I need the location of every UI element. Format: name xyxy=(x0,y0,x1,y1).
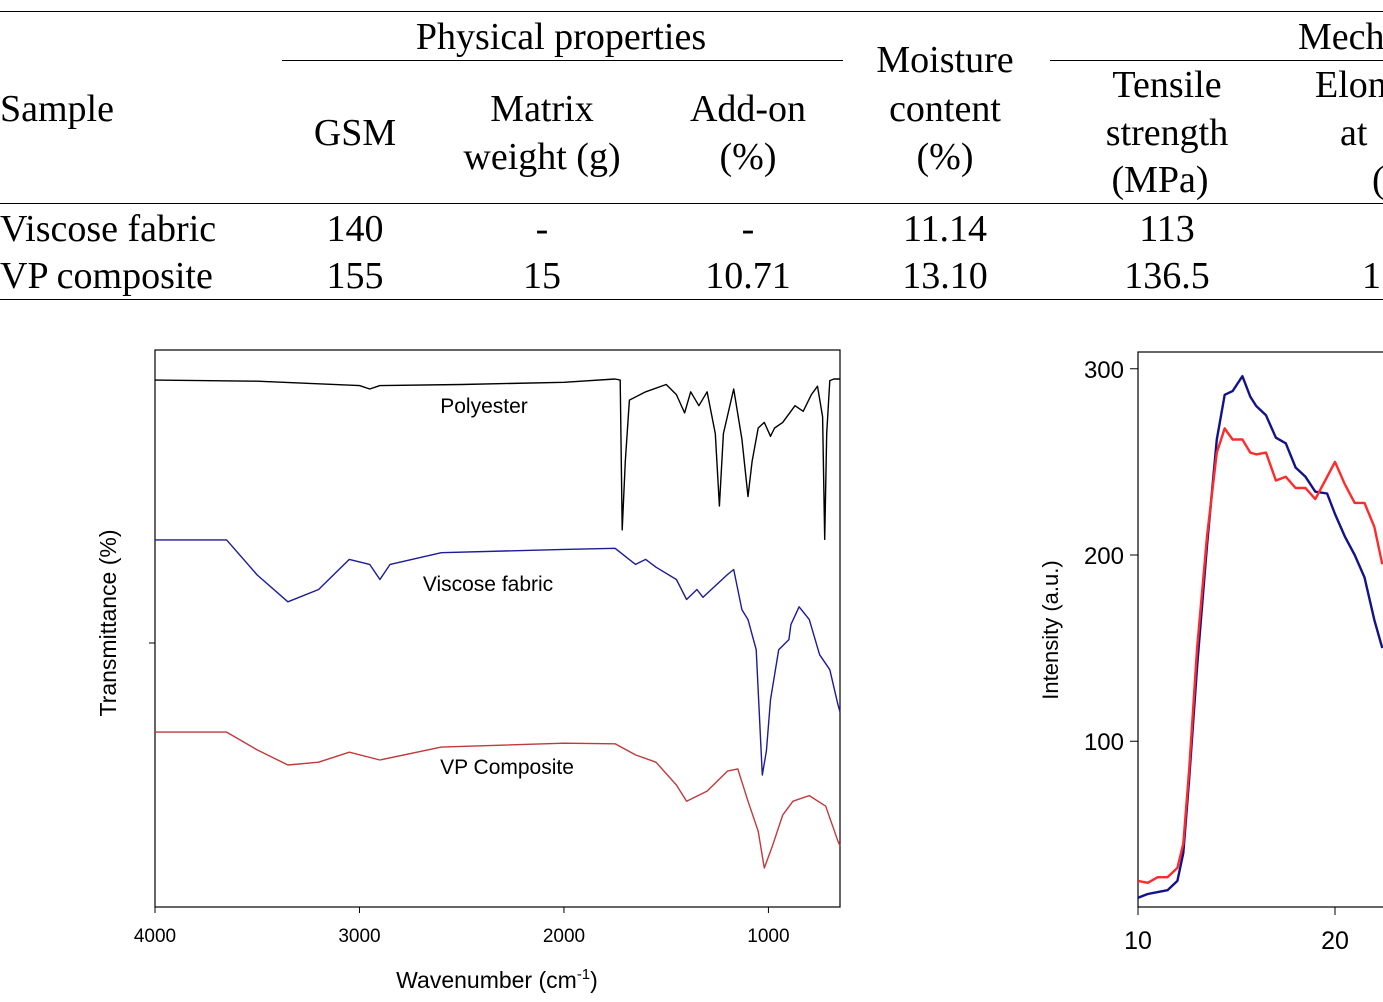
cell-matrix-weight: - xyxy=(535,208,549,250)
cell-tensile: 113 xyxy=(1139,208,1195,250)
header-add-on-2: (%) xyxy=(719,136,777,178)
header-elongation-1: Elon xyxy=(1315,64,1383,106)
ftir-x-label-main: Wavenumber (cm xyxy=(396,967,577,993)
ftir-x-label-end: ) xyxy=(590,967,598,993)
xrd-chart: 10 20 100 200 300 Intensity (a.u.) xyxy=(1038,351,1383,955)
header-moisture-3: (%) xyxy=(916,136,974,178)
ftir-x-tick-label: 4000 xyxy=(134,926,176,947)
ftir-series-polyester xyxy=(154,378,840,541)
header-elongation-3: ( xyxy=(1372,157,1383,203)
cell-sample: VP composite xyxy=(0,255,213,297)
ftir-x-tick-label: 3000 xyxy=(338,926,380,947)
xrd-y-tick-label: 300 xyxy=(1084,357,1124,384)
cell-matrix-weight: 15 xyxy=(523,255,561,297)
header-sample: Sample xyxy=(0,88,114,130)
ftir-chart: 4000 3000 2000 1000 Polyester Viscose fabri… xyxy=(95,349,841,993)
ftir-plot-frame xyxy=(154,349,841,908)
group-header-mechanical: Mech xyxy=(1298,16,1383,58)
xrd-y-axis-label: Intensity (a.u.) xyxy=(1038,560,1063,699)
header-tensile-3: (MPa) xyxy=(1111,159,1209,201)
cell-add-on: - xyxy=(741,208,755,250)
ftir-x-ticks: 4000 3000 2000 1000 xyxy=(134,907,790,947)
cell-gsm: 140 xyxy=(326,208,384,250)
header-bottom-rule xyxy=(0,203,1383,204)
table-top-rule xyxy=(0,11,1383,12)
ftir-y-axis-label: Transmittance (%) xyxy=(95,529,121,716)
ftir-series-vp-composite xyxy=(155,731,841,869)
cell-sample: Viscose fabric xyxy=(0,208,217,250)
group-header-physical: Physical properties xyxy=(415,16,707,58)
header-moisture-2: content xyxy=(889,88,1001,130)
xrd-plot-frame xyxy=(1137,351,1383,908)
header-tensile-1: Tensile xyxy=(1112,64,1222,106)
ftir-x-tick-label: 2000 xyxy=(543,926,585,947)
header-moisture-1: Moisture xyxy=(876,39,1014,81)
ftir-x-tick-label: 1000 xyxy=(747,926,789,947)
xrd-series-2 xyxy=(1137,427,1383,884)
mechanical-group-rule xyxy=(1050,60,1383,61)
header-matrix-weight-1: Matrix xyxy=(490,88,594,130)
ftir-series-viscose-fabric xyxy=(155,539,841,776)
header-elongation-2: at xyxy=(1340,112,1368,154)
label-vp-composite: VP Composite xyxy=(440,756,574,779)
cell-tensile: 136.5 xyxy=(1124,255,1210,297)
ftir-x-label-sup: -1 xyxy=(577,966,590,983)
header-gsm: GSM xyxy=(313,112,397,154)
xrd-y-tick-label: 200 xyxy=(1084,543,1124,570)
xrd-y-tick-label: 100 xyxy=(1084,729,1124,756)
ftir-series-group xyxy=(154,378,841,869)
xrd-x-tick-label: 10 xyxy=(1124,927,1152,955)
cell-gsm: 155 xyxy=(326,255,384,297)
cell-elongation: 1 xyxy=(1362,255,1381,297)
xrd-ticks: 10 20 100 200 300 xyxy=(1084,357,1349,955)
xrd-series-1 xyxy=(1137,375,1383,899)
header-tensile-2: strength xyxy=(1105,112,1229,154)
cell-moisture: 13.10 xyxy=(902,255,988,297)
cell-moisture: 11.14 xyxy=(902,208,988,250)
table-bottom-rule xyxy=(0,299,1383,300)
physical-group-rule xyxy=(282,60,843,61)
header-add-on-1: Add-on xyxy=(689,88,807,130)
xrd-x-tick-label: 20 xyxy=(1321,927,1349,955)
cell-add-on: 10.71 xyxy=(705,255,791,297)
header-matrix-weight-2: weight (g) xyxy=(463,136,621,178)
xrd-series-group xyxy=(1137,375,1383,899)
ftir-x-axis-label: Wavenumber (cm-1) xyxy=(396,966,598,993)
label-polyester: Polyester xyxy=(440,395,528,418)
label-viscose-fabric: Viscose fabric xyxy=(423,573,553,596)
